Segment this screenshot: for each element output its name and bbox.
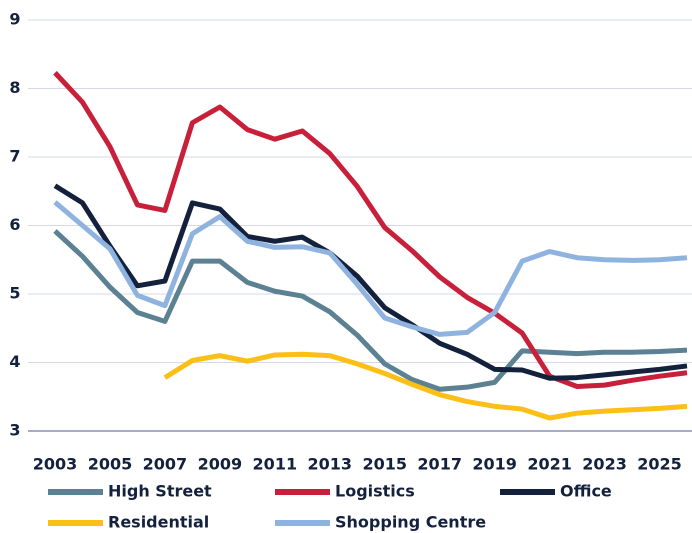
x-tick-label: 2023 xyxy=(582,455,627,474)
y-tick-label: 4 xyxy=(9,352,20,371)
series-line xyxy=(53,229,688,392)
x-tick-label: 2013 xyxy=(308,455,353,474)
x-tick-label: 2011 xyxy=(253,455,298,474)
y-tick-label: 5 xyxy=(9,284,20,303)
series-line xyxy=(53,71,688,389)
y-tick-label: 3 xyxy=(9,421,20,440)
legend-label: Residential xyxy=(108,513,209,532)
legend-label: Logistics xyxy=(335,482,415,501)
legend-label: High Street xyxy=(108,482,212,501)
series-line xyxy=(163,351,688,421)
x-tick-label: 2009 xyxy=(198,455,243,474)
x-tick-label: 2025 xyxy=(637,455,682,474)
x-tick-label: 2007 xyxy=(143,455,188,474)
x-tick-label: 2015 xyxy=(362,455,407,474)
x-tick-label: 2017 xyxy=(417,455,462,474)
x-tick-label: 2019 xyxy=(472,455,517,474)
legend-label: Office xyxy=(560,482,612,501)
series-line xyxy=(53,183,688,381)
x-tick-label: 2005 xyxy=(88,455,133,474)
legend-label: Shopping Centre xyxy=(335,513,486,532)
x-tick-label: 2003 xyxy=(33,455,78,474)
y-tick-label: 8 xyxy=(9,78,20,97)
y-tick-label: 6 xyxy=(9,215,20,234)
y-tick-label: 9 xyxy=(9,10,20,29)
series-line xyxy=(53,200,688,337)
y-tick-label: 7 xyxy=(9,147,20,166)
x-tick-label: 2021 xyxy=(527,455,572,474)
